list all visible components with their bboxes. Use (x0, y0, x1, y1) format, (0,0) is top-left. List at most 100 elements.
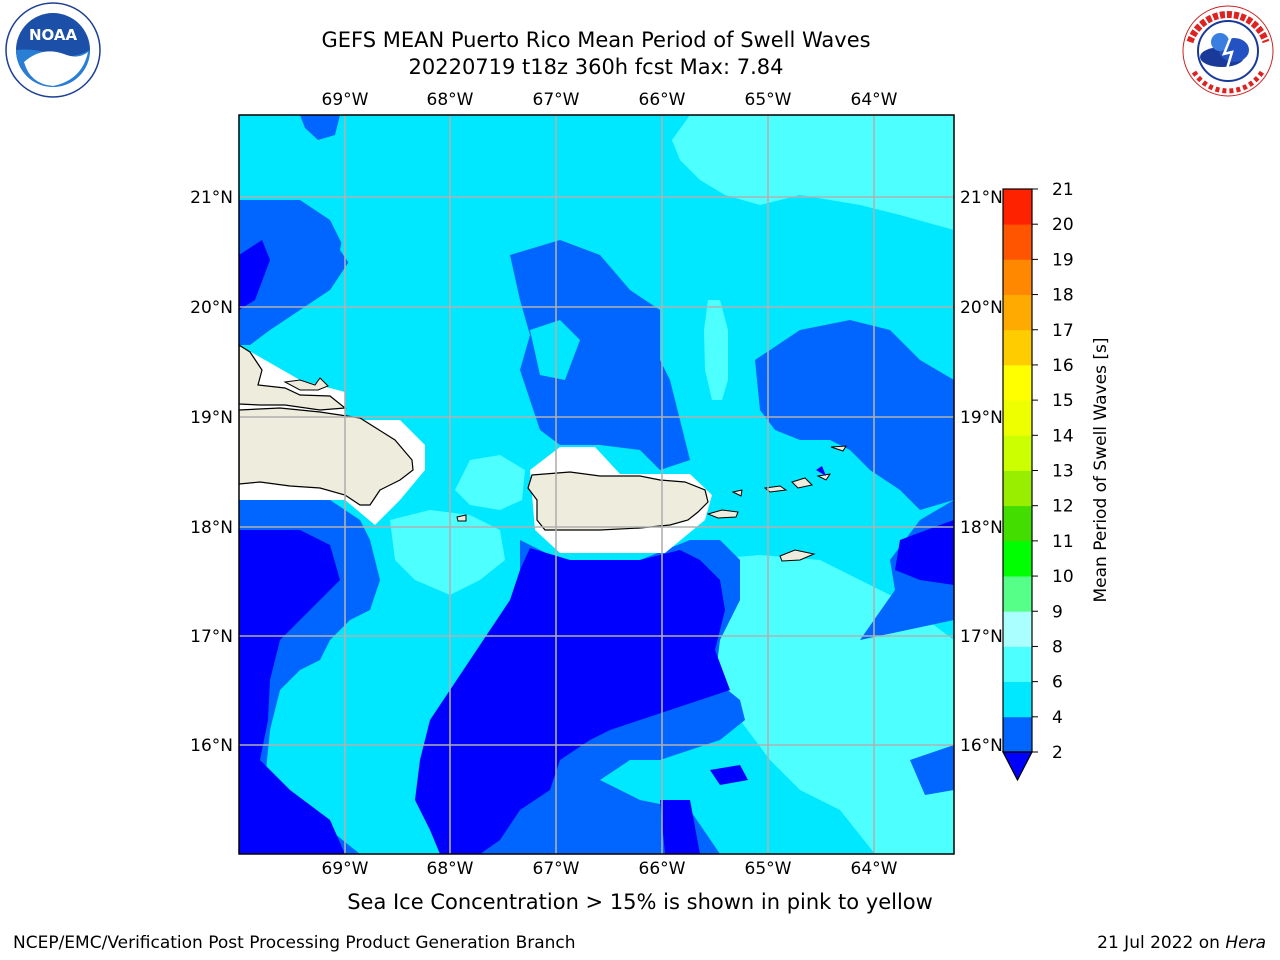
land-anegada (830, 445, 847, 452)
land-puerto-rico (527, 471, 709, 531)
land-vieques (706, 509, 739, 519)
swell-period-field (239, 115, 954, 854)
latitude-label-left: 19°N (190, 408, 233, 428)
colorbar-swatch (1003, 540, 1032, 577)
latitude-label-left: 20°N (190, 298, 233, 318)
field-4-6-inner-patch (530, 320, 580, 380)
colorbar-swatch (1003, 294, 1032, 331)
latitude-label-right: 20°N (960, 298, 1003, 318)
latitude-label-right: 19°N (960, 408, 1003, 428)
colorbar-swatch (1003, 259, 1032, 295)
field-2-4-south-east-edge (910, 745, 954, 795)
field-2-4-north-edge (300, 115, 340, 140)
land-mona-island (456, 514, 467, 522)
noaa-logo-text: NOAA (29, 26, 78, 44)
land-island-tortuga (283, 377, 329, 391)
colorbar-swatch (1003, 611, 1032, 647)
colorbar-swatch (1003, 189, 1032, 225)
field-2-4-north-of-puerto-rico (510, 240, 690, 470)
land-tortola (791, 477, 814, 489)
latitude-labels-right: 21°N 20°N 19°N 18°N 17°N 16°N (960, 188, 1003, 756)
latitude-label-left: 16°N (190, 736, 233, 756)
latitude-label-right: 21°N (960, 188, 1003, 208)
colorbar-tick-label: 18 (1052, 286, 1074, 306)
longitude-labels-bottom: 69°W 68°W 67°W 66°W 65°W 64°W (322, 859, 898, 879)
colorbar-tick-label: 15 (1052, 391, 1074, 411)
field-below-2-virgin-islands-patch (816, 466, 826, 476)
colorbar-swatch (1003, 435, 1032, 471)
field-6-8-channel-ridge (704, 300, 728, 400)
colorbar-tick-label: 8 (1052, 637, 1063, 657)
colorbar-tick-label: 6 (1052, 673, 1063, 693)
latitude-labels-left: 21°N 20°N 19°N 18°N 17°N 16°N (190, 188, 233, 756)
credit-text: NCEP/EMC/Verification Post Processing Pr… (13, 933, 576, 953)
colorbar-swatch (1003, 646, 1032, 683)
date-text: 21 Jul 2022 on (1097, 933, 1220, 953)
colorbar-tick-label: 19 (1052, 250, 1074, 270)
latitude-label-right: 17°N (960, 627, 1003, 647)
title-line-2: 20220719 t18z 360h fcst Max: 7.84 (408, 55, 784, 79)
colorbar-swatch (1003, 470, 1032, 507)
field-below-2-south-west (239, 530, 345, 854)
colorbar-tick-label: 16 (1052, 356, 1074, 376)
machine-name: Hera (1225, 933, 1266, 953)
colorbar-tick-label: 11 (1052, 532, 1074, 552)
colorbar-swatch (1003, 224, 1032, 260)
colorbar-swatch (1003, 505, 1032, 542)
field-below-2-south-edge (660, 800, 700, 854)
field-below-2-south-of-puerto-rico (415, 548, 730, 854)
colorbar-tick-label: 12 (1052, 497, 1074, 517)
land-st-croix (779, 549, 816, 562)
land-hispaniola-north (239, 344, 347, 411)
land-culebra (731, 489, 743, 497)
colorbar-swatch (1003, 364, 1032, 401)
longitude-label-bottom: 67°W (533, 859, 580, 879)
latitude-label-left: 21°N (190, 188, 233, 208)
longitude-label-bottom: 65°W (745, 859, 792, 879)
colorbar-label: Mean Period of Swell Waves [s] (1091, 338, 1111, 603)
colorbar-tick-label: 10 (1052, 567, 1074, 587)
colorbar-swatch (1003, 329, 1032, 366)
colorbar-tick-label: 4 (1052, 708, 1063, 728)
colorbar-swatch (1003, 400, 1032, 436)
latitude-label-right: 16°N (960, 736, 1003, 756)
longitude-label-top: 67°W (533, 90, 580, 110)
longitude-label-bottom: 64°W (851, 859, 898, 879)
field-2-4-north-east (755, 320, 954, 510)
land-virgin-gorda (816, 473, 832, 481)
colorbar-tick-label: 13 (1052, 462, 1074, 482)
field-6-8-south-mona (390, 510, 505, 595)
field-2-4-north-west (239, 200, 350, 345)
sea-ice-caption: Sea Ice Concentration > 15% is shown in … (347, 890, 933, 914)
colorbar-tick-label: 14 (1052, 426, 1074, 446)
colorbar-swatch (1003, 576, 1032, 612)
longitude-label-bottom: 66°W (639, 859, 686, 879)
field-4-6-north-west-patch (340, 195, 440, 270)
title-line-1: GEFS MEAN Puerto Rico Mean Period of Swe… (321, 28, 871, 52)
colorbar-tick-label: 21 (1052, 180, 1074, 200)
longitude-label-top: 69°W (322, 90, 369, 110)
latitude-label-left: 17°N (190, 627, 233, 647)
field-below-2-small-patch (710, 765, 748, 785)
map-frame (238, 114, 955, 855)
colorbar-swatch (1003, 681, 1032, 718)
colorbar-tick-label: 17 (1052, 321, 1074, 341)
colorbar-tick-label: 20 (1052, 215, 1074, 235)
longitude-label-top: 68°W (427, 90, 474, 110)
colorbar-tick-label: 2 (1052, 743, 1063, 763)
field-6-8-north-east (672, 115, 954, 230)
noaa-logo: NOAA (5, 2, 101, 98)
longitude-label-bottom: 69°W (322, 859, 369, 879)
land-hispaniola-south (239, 407, 414, 506)
colorbar-extend-triangle (1002, 751, 1033, 782)
longitude-labels-top: 69°W 68°W 67°W 66°W 65°W 64°W (322, 90, 898, 110)
colorbar-swatch (1003, 716, 1032, 753)
field-6-8-mona-passage (455, 455, 525, 510)
longitude-label-top: 66°W (639, 90, 686, 110)
date-stamp: 21 Jul 2022 on Hera (1097, 933, 1266, 953)
longitude-label-bottom: 68°W (427, 859, 474, 879)
colorbar: 2 4 6 8 9 10 11 12 13 14 15 16 17 18 19 20 21 (1002, 180, 1074, 782)
graticule (239, 115, 954, 854)
latitude-label-right: 18°N (960, 518, 1003, 538)
